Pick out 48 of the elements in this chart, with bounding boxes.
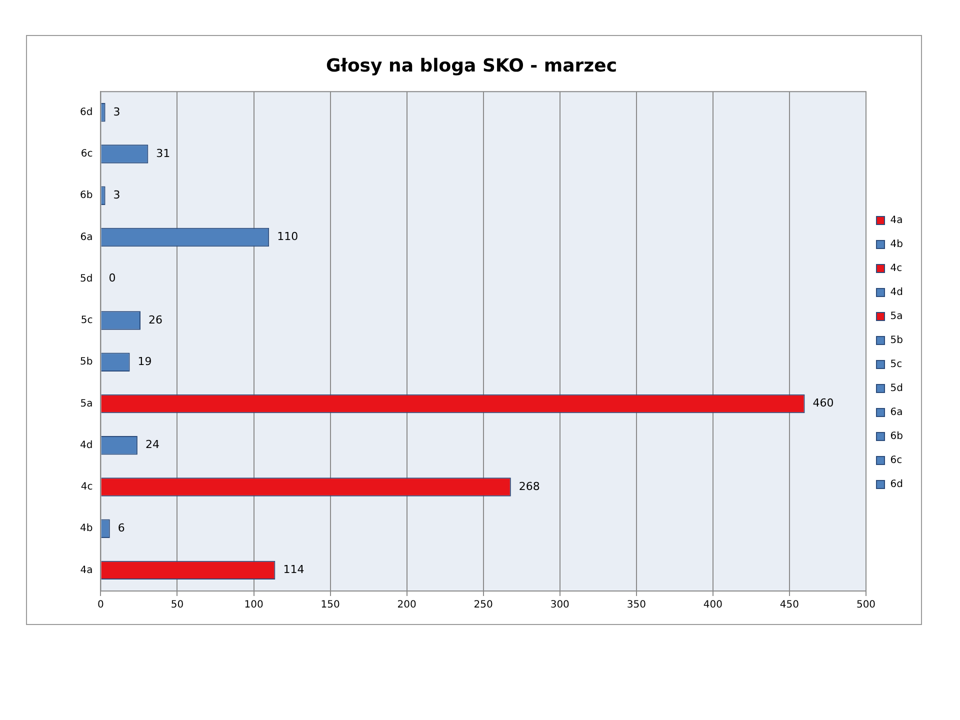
data-label: 19 — [138, 354, 152, 368]
y-tick-label: 5d — [80, 273, 93, 284]
category-label: 4d — [890, 286, 903, 298]
x-tick-label: 450 — [780, 600, 800, 611]
x-tick-label: 400 — [703, 600, 722, 611]
data-label: 26 — [148, 313, 163, 326]
x-tick-label: 350 — [626, 600, 646, 611]
x-tick-label: 100 — [244, 600, 264, 611]
y-tick-label: 5a — [80, 398, 93, 410]
category-label: 4b — [890, 238, 903, 250]
data-label: 0 — [108, 272, 116, 285]
y-tick-label: 5b — [80, 356, 93, 368]
y-tick-label: 4a — [80, 564, 93, 576]
x-tick-label: 0 — [98, 600, 104, 611]
data-label: 31 — [156, 146, 170, 160]
x-tick-label: 50 — [170, 600, 184, 611]
y-tick-label: 6d — [80, 107, 93, 118]
data-label: 3 — [113, 188, 120, 202]
y-tick-label: 6c — [80, 148, 93, 160]
category-label: 6a — [890, 406, 903, 418]
data-label: 24 — [145, 438, 160, 452]
category-label: 6b — [890, 430, 903, 442]
data-label: 6 — [118, 521, 125, 534]
category-label: 5d — [890, 382, 903, 394]
category-label: 4c — [890, 262, 902, 274]
category-label: 5c — [890, 358, 902, 370]
x-tick-label: 200 — [397, 600, 416, 611]
data-label: 3 — [113, 105, 120, 118]
y-tick-label: 6b — [80, 190, 93, 202]
y-tick-label: 4b — [80, 523, 93, 534]
y-tick-label: 5c — [80, 315, 93, 326]
chart-title: Głosy na bloga SKO - marzec — [326, 55, 618, 76]
data-label: 460 — [812, 396, 834, 410]
y-tick-label: 4c — [80, 482, 93, 493]
y-tick-label: 6a — [80, 232, 93, 243]
x-tick-label: 150 — [320, 600, 340, 611]
data-label: 114 — [283, 563, 304, 576]
x-tick-label: 500 — [856, 600, 876, 611]
x-tick-label: 300 — [550, 600, 570, 611]
x-tick-label: 250 — [474, 600, 493, 611]
category-label: 6d — [890, 478, 903, 490]
data-label: 268 — [518, 480, 540, 493]
category-label: 5a — [890, 310, 903, 322]
category-label: 6c — [890, 454, 902, 466]
category-label: 4a — [890, 214, 903, 226]
data-label: 110 — [277, 230, 298, 244]
category-label: 5b — [890, 334, 903, 346]
y-tick-label: 4d — [80, 440, 93, 451]
